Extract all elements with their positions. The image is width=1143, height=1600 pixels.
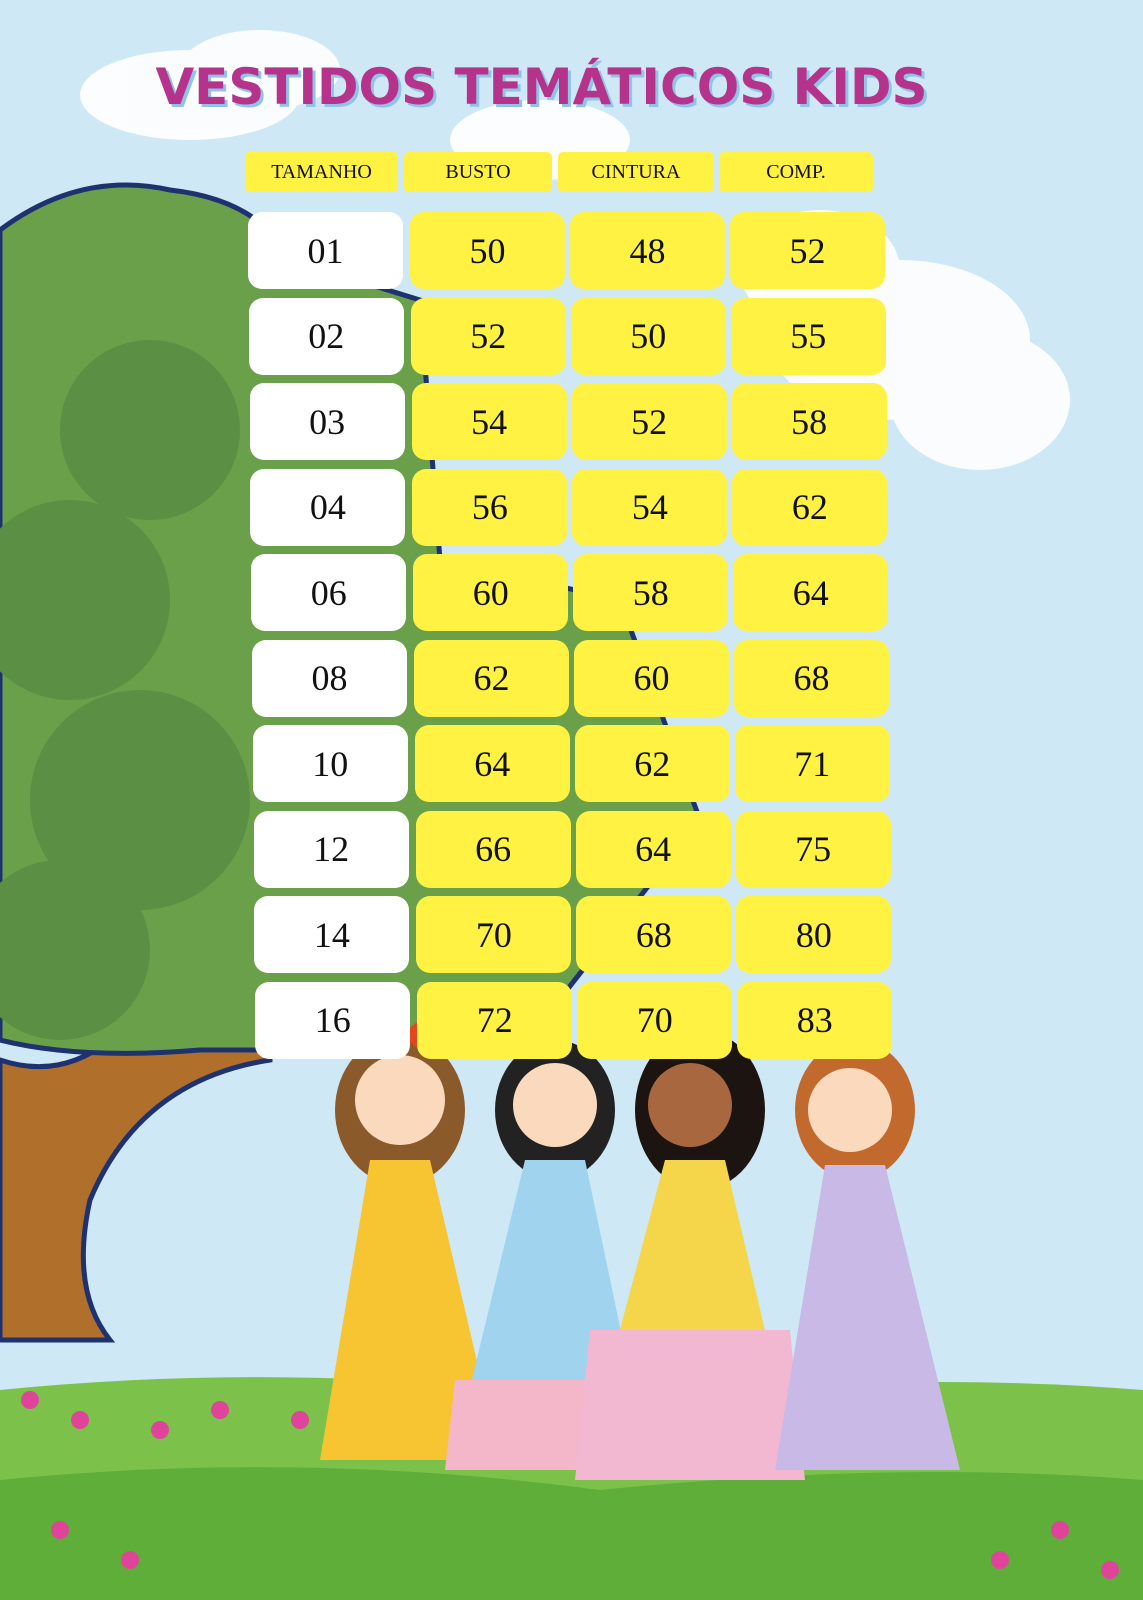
cintura-cell: 48: [570, 212, 725, 289]
busto-cell: 70: [416, 896, 572, 973]
cintura-cell: 60: [574, 639, 729, 717]
size-cell: 16: [255, 981, 411, 1059]
page-title: VESTIDOS TEMÁTICOS KIDS: [155, 58, 928, 116]
cintura-cell: 54: [572, 468, 728, 546]
busto-cell: 72: [417, 981, 573, 1059]
cintura-cell: 62: [574, 725, 730, 802]
cintura-cell: 64: [575, 810, 731, 888]
comp-cell: 64: [733, 554, 889, 631]
size-cell: 12: [253, 810, 409, 888]
busto-cell: 66: [415, 810, 571, 888]
comp-cell: 80: [736, 896, 892, 973]
busto-cell: 64: [414, 725, 570, 802]
comp-cell: 58: [731, 383, 887, 460]
header-cintura: CINTURA: [558, 152, 714, 192]
busto-cell: 56: [412, 468, 568, 546]
header-tamanho: TAMANHO: [245, 152, 398, 192]
size-cell: 01: [248, 212, 403, 289]
comp-cell: 71: [734, 725, 890, 802]
cintura-cell: 58: [573, 554, 729, 631]
size-cell: 03: [249, 383, 405, 460]
size-cell: 08: [252, 639, 407, 717]
header-comp: COMP.: [719, 152, 873, 192]
cintura-cell: 70: [577, 981, 733, 1059]
size-cell: 04: [250, 468, 406, 546]
comp-cell: 68: [734, 639, 889, 717]
size-cell: 02: [248, 297, 404, 375]
header-busto: BUSTO: [404, 152, 552, 192]
size-cell: 06: [251, 554, 407, 631]
size-cell: 10: [252, 725, 408, 802]
girl-lilac-dress: [775, 1040, 960, 1470]
cintura-cell: 50: [570, 297, 726, 375]
busto-cell: 50: [410, 212, 565, 289]
size-cell: 14: [254, 896, 410, 973]
comp-cell: 83: [737, 981, 893, 1059]
girls-illustration: [320, 1020, 960, 1480]
comp-cell: 55: [730, 297, 886, 375]
comp-cell: 62: [732, 468, 888, 546]
girl-yellow-pink-dress: [575, 1030, 805, 1480]
cintura-cell: 68: [576, 896, 732, 973]
busto-cell: 62: [414, 639, 569, 717]
busto-cell: 54: [411, 383, 567, 460]
cintura-cell: 52: [571, 383, 727, 460]
busto-cell: 52: [410, 297, 566, 375]
comp-cell: 52: [730, 212, 885, 289]
busto-cell: 60: [413, 554, 569, 631]
comp-cell: 75: [735, 810, 891, 888]
